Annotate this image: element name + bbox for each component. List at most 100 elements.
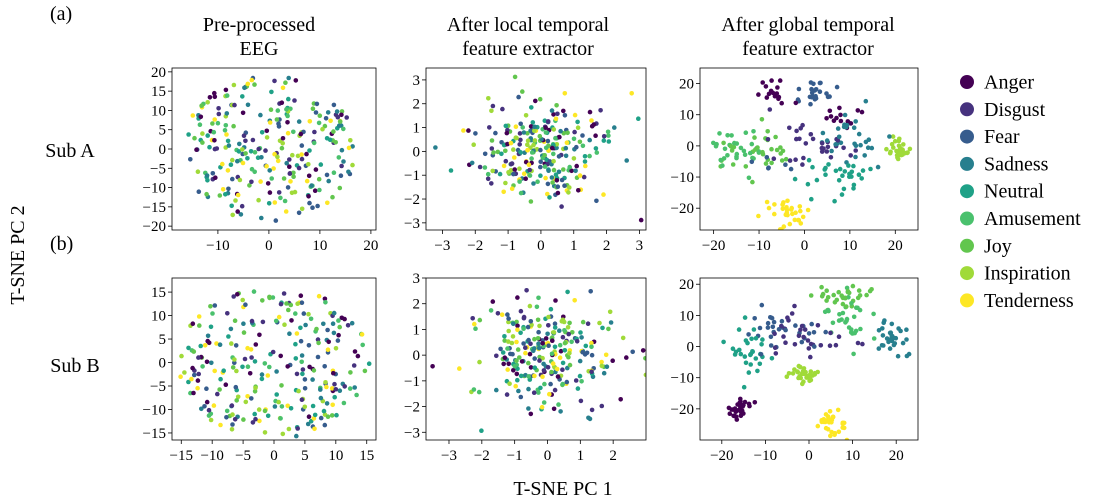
point-inspiration [240, 297, 245, 303]
legend-item-inspiration: Inspiration [960, 263, 1071, 285]
points [433, 74, 644, 223]
point-tenderness [825, 427, 831, 432]
point-anger [502, 355, 508, 361]
point-sadness [532, 124, 537, 130]
point-disgust [332, 381, 337, 387]
point-sadness [226, 143, 232, 148]
point-tenderness [288, 179, 293, 184]
x-tick-label: −1 [500, 238, 516, 254]
point-neutral [742, 315, 748, 320]
point-amusement [505, 346, 510, 351]
point-sadness [526, 406, 531, 411]
legend-item-joy: Joy [960, 235, 1012, 257]
y-tick-label: 15 [151, 84, 166, 100]
point-neutral [814, 177, 820, 183]
point-disgust [833, 342, 839, 348]
point-sadness [352, 385, 358, 390]
point-fear [811, 330, 817, 335]
point-disgust [786, 318, 791, 323]
point-anger [205, 338, 210, 344]
point-amusement [336, 318, 341, 323]
point-tenderness [272, 200, 278, 205]
point-inspiration [282, 322, 287, 328]
point-anger [194, 147, 199, 152]
point-inspiration [907, 146, 913, 152]
point-tenderness [792, 217, 798, 223]
point-inspiration [525, 142, 530, 148]
point-tenderness [285, 130, 291, 136]
point-inspiration [348, 138, 353, 143]
point-neutral [266, 201, 272, 206]
point-sadness [284, 160, 290, 166]
point-joy [515, 347, 521, 352]
point-inspiration [179, 353, 184, 359]
point-fear [768, 334, 774, 340]
point-anger [504, 130, 510, 136]
point-amusement [331, 170, 337, 175]
point-sadness [904, 337, 909, 342]
point-joy [844, 304, 849, 309]
point-amusement [855, 305, 860, 311]
point-disgust [485, 176, 491, 182]
point-amusement [251, 289, 257, 294]
scatter-panel-2: −3 −2 −1 0 1 2 3 −3 −2 −1 0 1 2 3 [404, 67, 647, 254]
point-amusement [336, 155, 342, 160]
point-sadness [209, 360, 214, 366]
point-sadness [556, 169, 562, 175]
point-fear [318, 415, 324, 421]
point-sadness [259, 372, 265, 377]
point-sadness [881, 343, 886, 348]
point-tenderness [562, 91, 568, 96]
point-fear [793, 323, 798, 328]
point-anger [738, 396, 743, 402]
point-anger [533, 98, 538, 104]
point-tenderness [514, 339, 519, 345]
legend-marker [960, 293, 974, 308]
point-joy [252, 82, 257, 87]
point-sadness [334, 109, 340, 114]
point-sadness [876, 346, 882, 351]
point-fear [314, 101, 320, 107]
point-anger [306, 194, 311, 199]
point-tenderness [589, 340, 594, 346]
point-amusement [273, 318, 279, 324]
point-disgust [787, 158, 793, 163]
point-disgust [781, 334, 786, 339]
legend-item-disgust: Disgust [960, 99, 1046, 121]
point-amusement [729, 133, 734, 138]
point-neutral [259, 376, 265, 382]
point-amusement [720, 163, 725, 168]
point-disgust [495, 311, 501, 316]
point-joy [502, 338, 508, 343]
point-inspiration [306, 162, 311, 167]
point-inspiration [599, 363, 605, 369]
point-tenderness [835, 407, 841, 413]
point-neutral [552, 325, 558, 330]
point-sadness [228, 326, 234, 332]
point-amusement [269, 176, 275, 181]
point-inspiration [253, 385, 258, 391]
point-fear [752, 316, 757, 321]
point-anger [610, 358, 615, 364]
point-inspiration [323, 380, 328, 385]
point-disgust [300, 367, 306, 372]
point-disgust [793, 157, 798, 162]
point-joy [528, 199, 534, 204]
point-tenderness [196, 314, 202, 319]
point-joy [231, 123, 236, 129]
point-anger [304, 151, 309, 157]
point-disgust [249, 318, 255, 324]
point-neutral [759, 342, 764, 347]
point-amusement [746, 175, 752, 181]
point-anger [322, 296, 328, 302]
point-joy [643, 356, 646, 361]
point-fear [510, 351, 515, 357]
x-tick-label: 10 [328, 448, 343, 464]
point-fear [765, 325, 771, 330]
point-inspiration [262, 430, 268, 435]
point-tenderness [823, 419, 828, 425]
point-neutral [847, 171, 852, 177]
row-label-sub-b: Sub B [50, 355, 99, 377]
point-fear [302, 386, 308, 391]
point-sadness [579, 335, 584, 340]
